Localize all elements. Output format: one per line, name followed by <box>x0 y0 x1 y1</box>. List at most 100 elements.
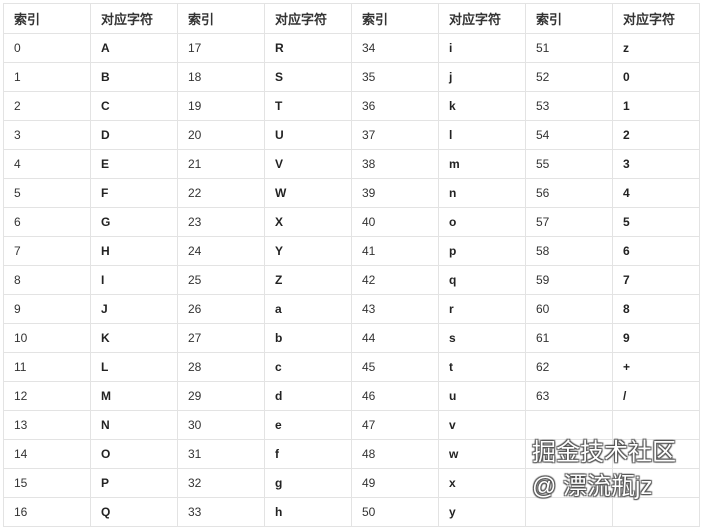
char-cell: u <box>438 381 526 411</box>
index-cell: 25 <box>177 265 265 295</box>
index-cell: 37 <box>351 120 439 150</box>
char-cell: 2 <box>612 120 700 150</box>
index-cell: 3 <box>3 120 91 150</box>
index-cell: 18 <box>177 62 265 92</box>
char-cell: B <box>90 62 178 92</box>
char-cell: 4 <box>612 178 700 208</box>
index-cell: 8 <box>3 265 91 295</box>
table-row: 1 B 18 S 35 j 52 0 <box>3 62 700 92</box>
index-cell: 45 <box>351 352 439 382</box>
char-cell: Y <box>264 236 352 266</box>
index-cell: 9 <box>3 294 91 324</box>
index-cell: 20 <box>177 120 265 150</box>
index-cell: 22 <box>177 178 265 208</box>
index-cell: 35 <box>351 62 439 92</box>
index-cell: 61 <box>525 323 613 353</box>
char-cell: q <box>438 265 526 295</box>
char-cell: 3 <box>612 149 700 179</box>
header-index: 索引 <box>3 3 91 34</box>
index-cell: 6 <box>3 207 91 237</box>
index-cell: 43 <box>351 294 439 324</box>
table-row: 15 P 32 g 49 x <box>3 468 700 498</box>
char-cell: r <box>438 294 526 324</box>
char-cell: 7 <box>612 265 700 295</box>
index-cell: 36 <box>351 91 439 121</box>
index-cell: 33 <box>177 497 265 527</box>
char-cell: 9 <box>612 323 700 353</box>
index-cell: 53 <box>525 91 613 121</box>
header-char: 对应字符 <box>90 3 178 34</box>
header-row: 索引 对应字符 索引 对应字符 索引 对应字符 索引 对应字符 <box>3 3 700 34</box>
char-cell: 8 <box>612 294 700 324</box>
index-cell: 57 <box>525 207 613 237</box>
char-cell: W <box>264 178 352 208</box>
char-cell: c <box>264 352 352 382</box>
char-cell: s <box>438 323 526 353</box>
index-cell: 49 <box>351 468 439 498</box>
watermark: 掘金技术社区 @ 漂流瓶jz <box>532 439 676 500</box>
index-cell: 16 <box>3 497 91 527</box>
char-cell: w <box>438 439 526 469</box>
char-cell: C <box>90 91 178 121</box>
char-cell: m <box>438 149 526 179</box>
index-cell: 62 <box>525 352 613 382</box>
index-cell: 24 <box>177 236 265 266</box>
table-row: 16 Q 33 h 50 y <box>3 497 700 527</box>
index-cell: 11 <box>3 352 91 382</box>
char-cell: t <box>438 352 526 382</box>
char-cell: 6 <box>612 236 700 266</box>
table-row: 3 D 20 U 37 l 54 2 <box>3 120 700 150</box>
index-cell: 56 <box>525 178 613 208</box>
char-cell: j <box>438 62 526 92</box>
index-cell: 1 <box>3 62 91 92</box>
char-cell: U <box>264 120 352 150</box>
index-cell: 59 <box>525 265 613 295</box>
char-cell: k <box>438 91 526 121</box>
index-cell: 4 <box>3 149 91 179</box>
char-cell: F <box>90 178 178 208</box>
char-cell: / <box>612 381 700 411</box>
base64-index-table: 索引 对应字符 索引 对应字符 索引 对应字符 索引 对应字符 0 A 17 R 34 i 51 z 1 B 18… <box>3 3 700 527</box>
index-cell: 23 <box>177 207 265 237</box>
char-cell <box>612 410 700 440</box>
char-cell: d <box>264 381 352 411</box>
char-cell: 0 <box>612 62 700 92</box>
char-cell: N <box>90 410 178 440</box>
index-cell: 51 <box>525 33 613 63</box>
table-row: 8 I 25 Z 42 q 59 7 <box>3 265 700 295</box>
char-cell: I <box>90 265 178 295</box>
header-char: 对应字符 <box>612 3 700 34</box>
index-cell: 60 <box>525 294 613 324</box>
index-cell: 54 <box>525 120 613 150</box>
header-index: 索引 <box>351 3 439 34</box>
index-cell: 38 <box>351 149 439 179</box>
index-cell: 63 <box>525 381 613 411</box>
index-cell: 21 <box>177 149 265 179</box>
index-cell: 30 <box>177 410 265 440</box>
index-cell: 46 <box>351 381 439 411</box>
char-cell: n <box>438 178 526 208</box>
index-cell: 28 <box>177 352 265 382</box>
char-cell: R <box>264 33 352 63</box>
header-char: 对应字符 <box>438 3 526 34</box>
index-cell: 12 <box>3 381 91 411</box>
char-cell: l <box>438 120 526 150</box>
char-cell: S <box>264 62 352 92</box>
index-cell: 29 <box>177 381 265 411</box>
index-cell: 7 <box>3 236 91 266</box>
char-cell: O <box>90 439 178 469</box>
table-row: 5 F 22 W 39 n 56 4 <box>3 178 700 208</box>
table-row: 11 L 28 c 45 t 62 + <box>3 352 700 382</box>
header-index: 索引 <box>177 3 265 34</box>
index-cell: 10 <box>3 323 91 353</box>
char-cell: f <box>264 439 352 469</box>
index-cell: 27 <box>177 323 265 353</box>
char-cell: 1 <box>612 91 700 121</box>
index-cell: 13 <box>3 410 91 440</box>
index-cell: 19 <box>177 91 265 121</box>
char-cell: p <box>438 236 526 266</box>
char-cell: x <box>438 468 526 498</box>
char-cell <box>612 439 700 469</box>
char-cell: z <box>612 33 700 63</box>
index-cell: 14 <box>3 439 91 469</box>
